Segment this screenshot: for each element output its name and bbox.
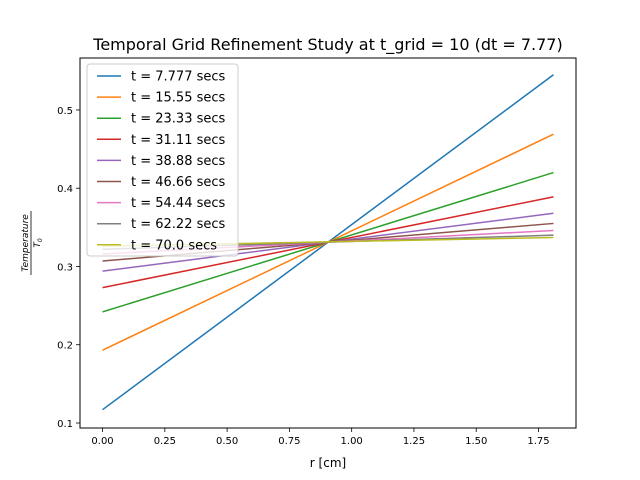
legend-label: t = 23.33 secs: [131, 112, 226, 127]
y-axis-label-denominator: T0: [33, 238, 44, 248]
axes-frame: [79, 57, 577, 429]
y-axis-label-denominator-base: T: [33, 241, 43, 248]
x-tick-label: 0.75: [278, 436, 300, 447]
x-tick-label: 0.50: [216, 436, 238, 447]
legend-label: t = 62.22 secs: [131, 217, 226, 232]
legend-label: t = 31.11 secs: [131, 133, 226, 148]
y-axis-label: Temperature T0: [21, 211, 44, 275]
legend-label: t = 15.55 secs: [131, 91, 226, 106]
y-axis-label-numerator: Temperature: [21, 214, 31, 272]
legend-label: t = 54.44 secs: [131, 196, 226, 211]
x-axis: 0.00 0.25 0.50 0.75 1.00 1.25 1.50 1.75: [91, 428, 550, 447]
y-axis: 0.1 0.2 0.3 0.4 0.5: [57, 106, 80, 430]
y-tick-label: 0.5: [57, 106, 73, 117]
y-axis-label-denominator-sub: 0: [37, 238, 44, 242]
x-tick-label: 1.00: [341, 436, 363, 447]
legend-label: t = 38.88 secs: [131, 154, 226, 169]
y-tick-label: 0.4: [57, 184, 73, 195]
y-tick-label: 0.1: [57, 419, 73, 430]
x-tick-label: 0.00: [91, 436, 113, 447]
legend-items: t = 7.777 secs t = 15.55 secs t = 23.33 se…: [97, 70, 226, 253]
legend-label: t = 70.0 secs: [131, 238, 217, 253]
legend-label: t = 7.777 secs: [131, 70, 226, 85]
y-tick-label: 0.3: [57, 262, 73, 273]
x-tick-label: 1.25: [403, 436, 425, 447]
legend-frame: [86, 63, 239, 257]
legend: t = 7.777 secs t = 15.55 secs t = 23.33 se…: [86, 63, 239, 257]
x-tick-label: 1.75: [527, 436, 549, 447]
x-tick-label: 0.25: [154, 436, 176, 447]
chart-title: Temporal Grid Refinement Study at t_grid…: [92, 35, 562, 55]
x-axis-label: r [cm]: [310, 456, 346, 470]
x-tick-label: 1.50: [465, 436, 487, 447]
y-tick-label: 0.2: [57, 341, 73, 352]
legend-label: t = 46.66 secs: [131, 175, 226, 190]
